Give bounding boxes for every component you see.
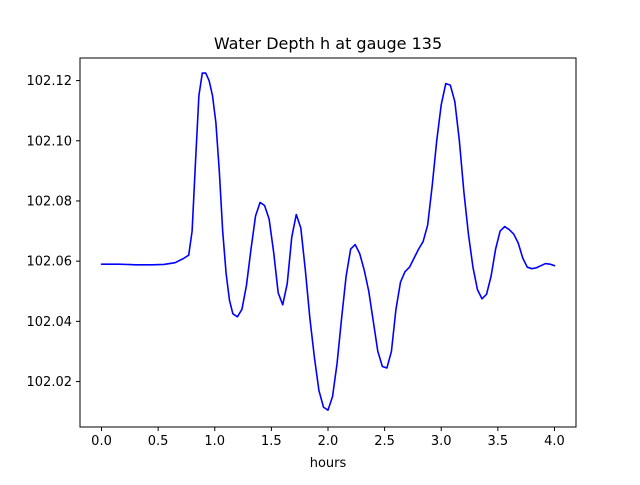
chart-title: Water Depth h at gauge 135 [214, 34, 442, 53]
x-axis-label: hours [310, 456, 347, 471]
x-tick-label: 0.0 [91, 434, 112, 449]
x-tick-label: 4.0 [544, 434, 565, 449]
x-tick-label: 0.5 [148, 434, 169, 449]
y-tick-label: 102.04 [27, 315, 73, 330]
y-tick-label: 102.06 [27, 255, 73, 270]
x-tick-label: 3.5 [488, 434, 509, 449]
x-tick-label: 2.0 [318, 434, 339, 449]
x-tick-label: 3.0 [431, 434, 452, 449]
y-tick-label: 102.02 [27, 375, 73, 390]
y-tick-label: 102.12 [27, 74, 73, 89]
x-tick-label: 1.5 [261, 434, 282, 449]
axes-frame [79, 57, 577, 428]
y-tick-label: 102.08 [27, 194, 73, 209]
x-tick-label: 2.5 [374, 434, 395, 449]
y-tick-label: 102.10 [27, 134, 73, 149]
plot-area: 0.0 0.5 1.0 1.5 2.0 2.5 3.0 3.5 4.0 102.02 102.04 1… [27, 57, 577, 449]
x-tick-label: 1.0 [204, 434, 225, 449]
series-line-0 [100, 72, 556, 411]
